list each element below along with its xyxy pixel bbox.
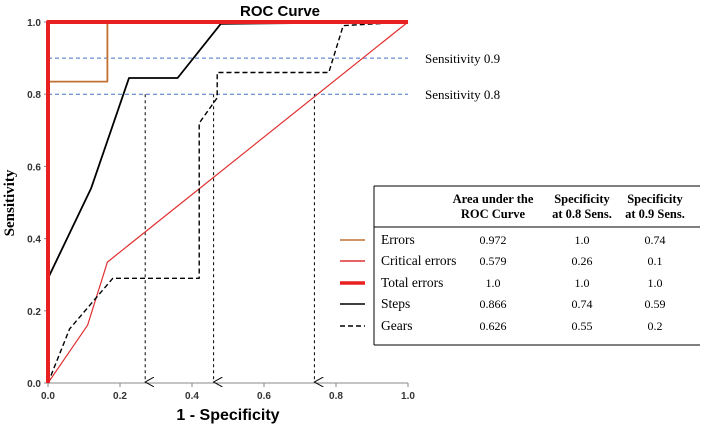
y-tick-label: 0.0 — [27, 379, 41, 390]
series-critical-errors — [47, 21, 409, 384]
table-row-label: Steps — [381, 296, 410, 311]
x-tick-label: 1.0 — [401, 391, 415, 402]
table-header: Specificity at 0.8 Sens. — [552, 192, 612, 221]
table-cell: 0.55 — [572, 319, 593, 333]
table-cell: 0.2 — [648, 319, 663, 333]
plot-area: 0.0 0.2 0.4 0.6 0.8 1.0 0.0 0.2 0.4 0.6 0.8 1.0 Sens… — [27, 18, 500, 402]
table-row-label: Critical errors — [381, 253, 456, 268]
table-row-label: Total errors — [381, 275, 443, 290]
y-tick-label: 1.0 — [27, 18, 41, 29]
y-tick-label: 0.2 — [27, 307, 41, 318]
reference-line-label: Sensitivity 0.9 — [425, 51, 500, 66]
series-total-errors — [46, 20, 408, 383]
table-cell: 0.74 — [645, 233, 666, 247]
y-tick-label: 0.6 — [27, 162, 41, 173]
results-table: Area under the ROC Curve Specificity at 0.8… — [340, 185, 700, 346]
y-tick-label: 0.4 — [27, 235, 41, 246]
table-row-label: Errors — [381, 232, 415, 247]
x-tick-label: 0.8 — [329, 391, 343, 402]
x-tick-label: 0.2 — [113, 391, 127, 402]
series-errors — [47, 21, 408, 384]
chart-title: ROC Curve — [240, 3, 320, 20]
table-cell: 0.1 — [648, 254, 663, 268]
table-header: Specificity at 0.9 Sens. — [625, 192, 685, 221]
x-tick-label: 0.4 — [185, 391, 199, 402]
table-cell: 0.626 — [480, 319, 507, 333]
table-cell: 0.866 — [480, 297, 507, 311]
x-tick-label: 0.0 — [41, 391, 55, 402]
table-cell: 1.0 — [648, 276, 663, 290]
table-row-label: Gears — [381, 318, 412, 333]
table-cell: 0.59 — [645, 297, 666, 311]
table-cell: 0.74 — [572, 297, 593, 311]
series-gears — [47, 21, 409, 384]
table-cell: 1.0 — [575, 233, 590, 247]
table-cell: 1.0 — [575, 276, 590, 290]
table-cell: 0.26 — [572, 254, 593, 268]
reference-line-label: Sensitivity 0.8 — [425, 87, 500, 102]
x-axis-label: 1 - Specificity — [176, 407, 279, 424]
x-tick-label: 0.6 — [257, 391, 271, 402]
table-cell: 0.579 — [480, 254, 507, 268]
table-cell: 0.972 — [480, 233, 507, 247]
series-steps — [47, 21, 409, 383]
y-axis-label: Sensitivity — [2, 169, 18, 236]
table-cell: 1.0 — [486, 276, 501, 290]
table-header: Area under the ROC Curve — [453, 192, 534, 221]
y-tick-label: 0.8 — [27, 90, 41, 101]
